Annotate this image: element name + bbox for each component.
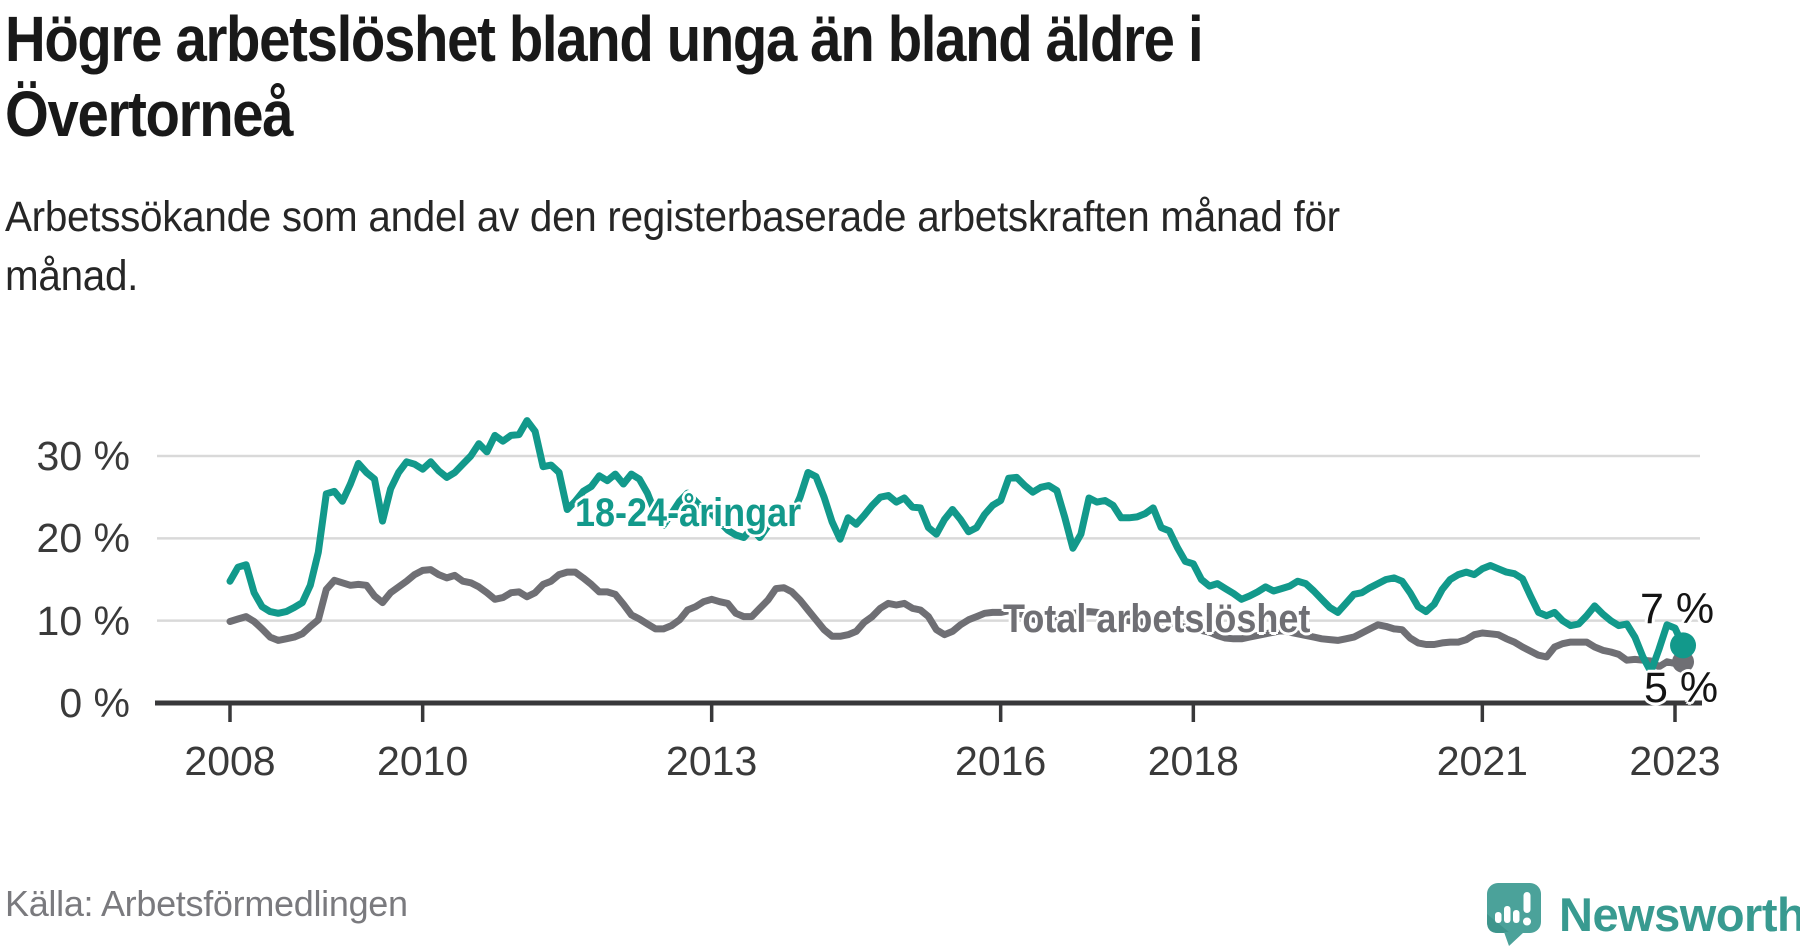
series-end-dot-youth xyxy=(1670,632,1697,659)
series-label-youth: 18-24-åringar xyxy=(575,491,802,535)
series-line-youth xyxy=(226,417,1687,676)
x-tick-label: 2010 xyxy=(377,738,469,784)
x-tick-label: 2021 xyxy=(1436,738,1528,784)
series-label-total: Total arbetslöshet xyxy=(1003,597,1311,641)
x-tick-label: 2016 xyxy=(955,738,1047,784)
newsworthy-logo[interactable]: Newsworthy xyxy=(1486,882,1800,946)
x-tick-label: 2008 xyxy=(184,738,276,784)
y-tick-label: 20 % xyxy=(36,515,130,562)
x-tick-label: 2023 xyxy=(1629,738,1721,784)
newsworthy-wordmark: Newsworthy xyxy=(1559,887,1800,941)
x-tick-label: 2018 xyxy=(1147,738,1239,784)
page-title: Högre arbetslöshet bland unga än bland ä… xyxy=(5,2,1755,152)
y-tick-label: 0 % xyxy=(59,680,130,726)
page-title-text: Högre arbetslöshet bland unga än bland ä… xyxy=(5,3,1204,150)
series-line-total xyxy=(226,566,1687,671)
x-tick-label: 2013 xyxy=(666,738,758,784)
newsworthy-icon xyxy=(1487,883,1541,946)
end-value-total: 5 % xyxy=(1644,664,1719,712)
source-note: Källa: Arbetsförmedlingen xyxy=(5,883,408,924)
y-tick-label: 10 % xyxy=(36,597,130,644)
end-value-youth: 7 % xyxy=(1640,585,1715,633)
page-subtitle-text: Arbetssökande som andel av den registerb… xyxy=(5,193,1340,300)
y-tick-label: 30 % xyxy=(36,433,130,479)
page-subtitle: Arbetssökande som andel av den registerb… xyxy=(5,188,1755,306)
